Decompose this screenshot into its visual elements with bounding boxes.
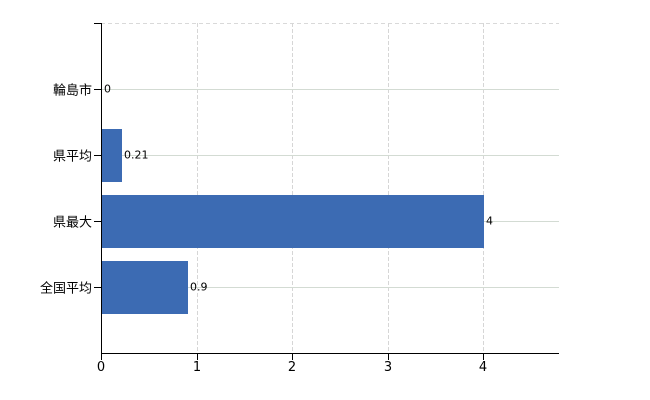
bar bbox=[102, 195, 484, 248]
y-tick bbox=[94, 287, 101, 288]
x-tick-label: 4 bbox=[478, 360, 488, 375]
y-tick bbox=[94, 221, 101, 222]
category-label: 輪島市 bbox=[52, 83, 92, 99]
y-tick bbox=[94, 89, 101, 90]
value-label: 4 bbox=[486, 214, 493, 228]
bar bbox=[102, 261, 188, 314]
x-tick bbox=[388, 353, 389, 360]
x-tick-label: 2 bbox=[287, 360, 297, 375]
vertical-gridline bbox=[197, 23, 198, 353]
category-label: 県平均 bbox=[52, 149, 92, 165]
x-tick-label: 1 bbox=[192, 360, 202, 375]
bar bbox=[102, 129, 122, 182]
horizontal-gridline bbox=[101, 155, 559, 156]
vertical-gridline bbox=[292, 23, 293, 353]
x-tick-label: 3 bbox=[383, 360, 393, 375]
horizontal-gridline bbox=[101, 89, 559, 90]
x-tick bbox=[292, 353, 293, 360]
y-tick bbox=[94, 155, 101, 156]
category-label: 県最大 bbox=[52, 215, 92, 231]
value-label: 0.9 bbox=[190, 280, 208, 294]
x-tick bbox=[197, 353, 198, 360]
category-label: 全国平均 bbox=[39, 281, 92, 297]
value-label: 0 bbox=[104, 82, 111, 96]
x-axis bbox=[101, 353, 559, 354]
horizontal-gridline bbox=[101, 287, 559, 288]
plot-top-border bbox=[101, 23, 559, 24]
vertical-gridline bbox=[388, 23, 389, 353]
x-tick bbox=[483, 353, 484, 360]
value-label: 0.21 bbox=[124, 148, 149, 162]
x-tick-label: 0 bbox=[96, 360, 106, 375]
y-axis-end-tick bbox=[94, 23, 101, 24]
y-axis bbox=[101, 23, 102, 360]
vertical-gridline bbox=[483, 23, 484, 353]
